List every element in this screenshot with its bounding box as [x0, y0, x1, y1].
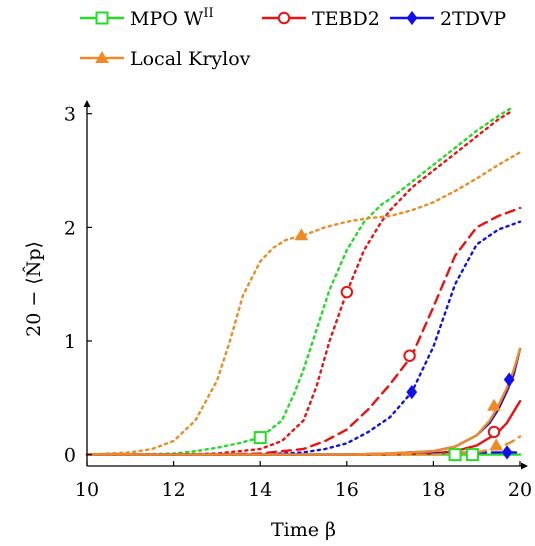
series-line-6 [85, 347, 522, 456]
legend-item-1: TEBD2 [262, 8, 380, 30]
series-line-5 [85, 220, 522, 456]
series-marker-2-0 [340, 285, 353, 299]
series-line-3 [85, 206, 522, 456]
series-marker-3-0 [403, 349, 416, 362]
series-marker-4-0 [487, 425, 501, 439]
plot-area [85, 106, 522, 462]
series-line-0 [85, 106, 513, 456]
series-marker-5-0 [406, 384, 418, 400]
y-axis-arrow [83, 100, 91, 107]
legend-label: 2TDVP [440, 8, 506, 30]
legend-label: MPO WII [130, 6, 214, 30]
x-tick-label: 12 [162, 479, 186, 501]
y-tick-label: 1 [64, 331, 76, 353]
legend-item-3: Local Krylov [80, 48, 251, 70]
y-tick-label: 0 [64, 445, 76, 467]
legend-marker-square-icon [95, 11, 109, 25]
x-tick-label: 16 [335, 479, 359, 501]
series-marker-9-0 [487, 398, 501, 411]
series-line-2 [85, 110, 513, 456]
x-tick-label: 10 [75, 479, 99, 501]
y-tick-label: 2 [64, 217, 76, 239]
legend-item-0: MPO WII [80, 6, 214, 30]
x-axis-title: Time β [271, 519, 336, 541]
series-marker-1-1 [465, 448, 479, 462]
legend-label: Local Krylov [130, 48, 251, 70]
series-line-10 [85, 435, 522, 456]
legend: MPO WII TEBD2 2TDVP Local Krylov [80, 6, 506, 70]
legend-marker-diamond-icon [406, 10, 418, 26]
y-axis-title: 20 − ⟨N̂p⟩ [23, 241, 45, 337]
series-marker-6-0 [503, 372, 515, 387]
x-tick-label: 20 [508, 479, 532, 501]
series-marker-8-0 [294, 228, 309, 241]
legend-label: TEBD2 [312, 8, 380, 30]
series-line-9 [85, 347, 522, 456]
y-tick-label: 3 [64, 104, 76, 126]
legend-marker-circle-icon [277, 11, 291, 25]
series-line-8 [85, 151, 522, 456]
x-tick-label: 18 [421, 479, 445, 501]
series-marker-1-0 [448, 448, 462, 462]
legend-item-2: 2TDVP [390, 8, 506, 30]
series-marker-7-0 [501, 445, 513, 460]
series-marker-0-0 [253, 431, 267, 445]
series-marker-10-0 [489, 438, 504, 451]
x-axis-arrow [521, 462, 528, 470]
legend-marker-triangle-icon [95, 50, 109, 63]
x-tick-label: 14 [248, 479, 272, 501]
